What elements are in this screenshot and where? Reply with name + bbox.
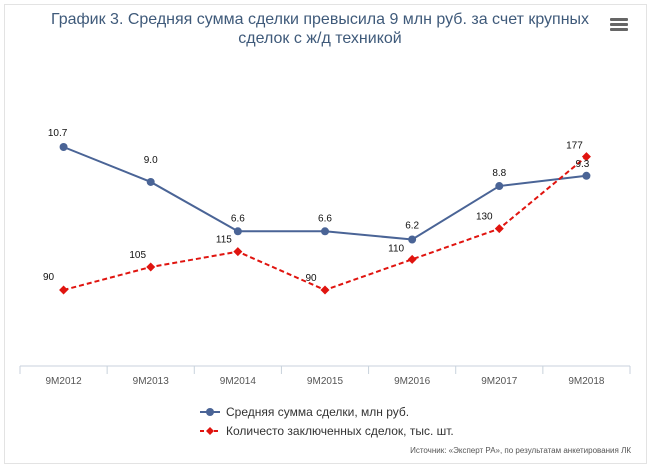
legend-label: Средняя сумма сделки, млн руб. — [226, 404, 410, 419]
hamburger-menu-icon[interactable] — [610, 18, 628, 32]
data-point[interactable] — [233, 247, 243, 257]
chart-title: График 3. Средняя сумма сделки превысила… — [50, 11, 590, 47]
data-label: 90 — [43, 272, 55, 283]
data-point[interactable] — [581, 152, 591, 162]
data-label: 130 — [476, 212, 493, 223]
x-tick-label: 9М2015 — [307, 376, 344, 387]
data-label: 9.0 — [144, 155, 158, 166]
data-label: 8.8 — [492, 168, 506, 179]
data-label: 6.2 — [405, 221, 419, 232]
legend-symbol-line-circle — [200, 407, 220, 416]
data-point[interactable] — [146, 177, 155, 186]
x-tick-label: 9М2013 — [133, 376, 170, 387]
data-point[interactable] — [59, 143, 68, 151]
data-label: 6.6 — [318, 213, 332, 224]
data-label: 110 — [388, 243, 404, 254]
data-point[interactable] — [321, 227, 329, 236]
data-label: 9.3 — [575, 159, 589, 170]
series-line — [63, 146, 587, 241]
data-point[interactable] — [320, 285, 330, 295]
legend-label: Количесто заключенных сделок, тыс. шт. — [226, 423, 454, 438]
legend-item-deal-count[interactable]: Количесто заключенных сделок, тыс. шт. — [200, 421, 454, 440]
data-point[interactable] — [146, 262, 156, 272]
data-point[interactable] — [233, 227, 242, 236]
data-label: 6.6 — [231, 213, 245, 224]
x-tick-label: 9М2018 — [568, 376, 605, 387]
data-label: 115 — [216, 235, 232, 246]
data-label: 10.7 — [48, 128, 68, 139]
data-label: 105 — [129, 250, 146, 261]
data-point[interactable] — [495, 182, 504, 191]
x-tick-label: 9М2014 — [220, 376, 257, 387]
legend-symbol-dashed-diamond — [200, 426, 220, 435]
data-point[interactable] — [408, 235, 417, 244]
data-point[interactable] — [494, 224, 504, 234]
source-note: Источник: «Эксперт РА», по результатам а… — [410, 446, 631, 455]
data-point[interactable] — [582, 171, 591, 180]
data-point[interactable] — [407, 254, 417, 264]
legend: Средняя сумма сделки, млн руб. Количесто… — [200, 402, 454, 440]
data-point[interactable] — [59, 285, 69, 295]
data-label: 90 — [305, 273, 317, 284]
legend-item-avg-deal[interactable]: Средняя сумма сделки, млн руб. — [200, 402, 454, 421]
x-tick-label: 9М2017 — [481, 376, 518, 387]
x-tick-label: 9М2016 — [394, 376, 431, 387]
x-tick-label: 9М2012 — [46, 376, 83, 387]
data-label: 177 — [566, 141, 583, 152]
